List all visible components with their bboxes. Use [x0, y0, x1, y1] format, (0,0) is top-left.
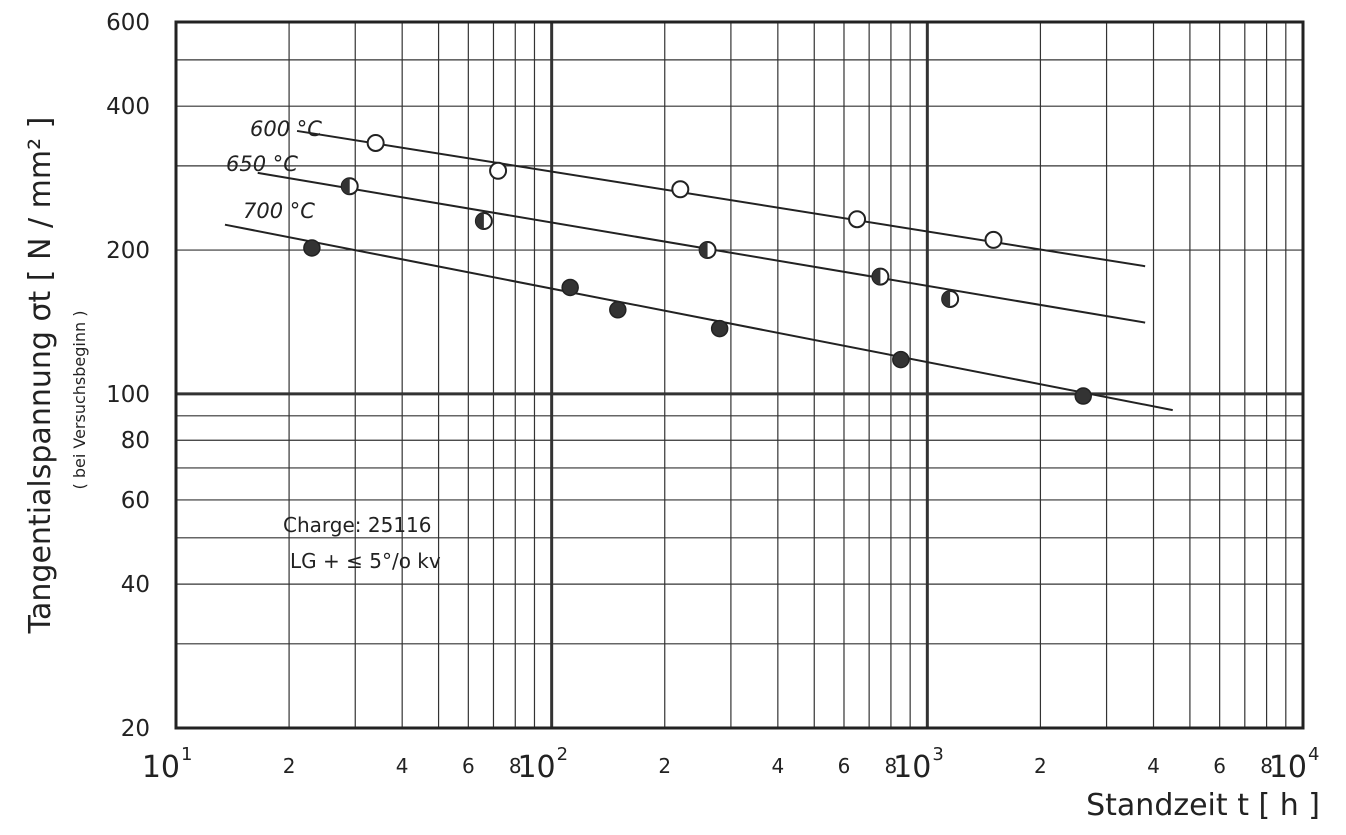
data-point-filled — [609, 301, 627, 319]
x-tick-exponent: 1 — [181, 744, 192, 765]
data-point-open — [366, 133, 385, 152]
x-axis-label: Standzeit t [ h ] — [1086, 788, 1320, 823]
data-point-open — [984, 230, 1003, 249]
x-tick-label-major: 10 2 — [517, 744, 568, 785]
y-tick-labels: 20 40 60 80 100 200 400 600 — [106, 10, 150, 742]
data-point-filled — [1074, 387, 1092, 405]
data-point-half — [474, 212, 493, 231]
series-label: 700 °C — [243, 199, 315, 223]
x-tick-label-major: 10 3 — [893, 744, 944, 785]
x-tick-label: 6 — [462, 754, 475, 778]
series-label: 600 °C — [250, 117, 322, 141]
x-tick-label: 8 — [1260, 754, 1273, 778]
data-point-half — [941, 289, 960, 308]
data-point-half-fill — [699, 242, 708, 259]
y-tick-label: 80 — [121, 428, 150, 454]
x-tick-label: 2 — [1034, 754, 1047, 778]
y-tick-label: 60 — [121, 488, 150, 514]
data-point-open — [671, 180, 690, 199]
fit-lines — [224, 129, 1173, 412]
plot-frame — [174, 20, 1305, 730]
x-tick-label: 8 — [509, 754, 522, 778]
y-tick-label: 40 — [121, 572, 150, 598]
data-point-open — [489, 161, 508, 180]
x-tick-label: 2 — [283, 754, 296, 778]
x-tick-label: 4 — [396, 754, 409, 778]
x-tick-label: 4 — [771, 754, 784, 778]
x-tick-base: 10 — [1269, 750, 1307, 785]
x-tick-labels: 2 4 6 8 2 4 6 8 2 4 6 810 1 10 2 10 3 10 4 — [142, 744, 1320, 785]
annotation-charge: Charge: 25116 — [283, 513, 432, 537]
data-point-half-fill — [341, 178, 350, 195]
data-point-half — [871, 267, 890, 286]
data-point-filled — [710, 319, 729, 338]
series-labels: 600 °C 650 °C 700 °C — [226, 117, 322, 223]
y-tick-label: 400 — [106, 94, 150, 120]
fit-line — [224, 223, 1173, 412]
x-tick-label-major: 10 4 — [1269, 744, 1320, 785]
y-axis-label: Tangentialspannung σt [ N / mm² ] — [23, 117, 58, 635]
y-axis-sublabel: ( bei Versuchsbeginn ) — [70, 311, 89, 490]
y-tick-label: 600 — [106, 10, 150, 36]
data-point-half-fill — [475, 213, 484, 230]
x-tick-base: 10 — [142, 750, 180, 785]
x-tick-label: 6 — [1213, 754, 1226, 778]
x-tick-exponent: 2 — [557, 744, 568, 765]
x-tick-exponent: 3 — [932, 744, 943, 765]
y-tick-label: 100 — [106, 382, 150, 408]
series-label: 650 °C — [226, 152, 298, 176]
x-tick-label: 2 — [658, 754, 671, 778]
data-point-half — [698, 241, 717, 260]
y-tick-label: 200 — [106, 238, 150, 264]
x-tick-label: 4 — [1147, 754, 1160, 778]
data-point-filled — [303, 239, 321, 257]
y-tick-label: 20 — [121, 716, 150, 742]
x-tick-base: 10 — [517, 750, 555, 785]
x-tick-exponent: 4 — [1308, 744, 1319, 765]
annotation-condition: LG + ≤ 5°/o kv — [290, 549, 441, 573]
data-point-open — [848, 210, 867, 229]
data-points — [303, 133, 1092, 405]
data-point-filled — [892, 350, 910, 369]
data-point-half — [340, 177, 359, 196]
x-tick-base: 10 — [893, 750, 931, 785]
x-tick-label: 8 — [885, 754, 898, 778]
x-tick-label: 6 — [838, 754, 851, 778]
data-point-half-fill — [942, 290, 951, 307]
fit-line — [296, 129, 1146, 268]
x-tick-label-major: 10 1 — [142, 744, 193, 785]
data-point-half-fill — [872, 268, 881, 285]
grid — [176, 22, 1303, 728]
data-point-filled — [561, 278, 579, 297]
